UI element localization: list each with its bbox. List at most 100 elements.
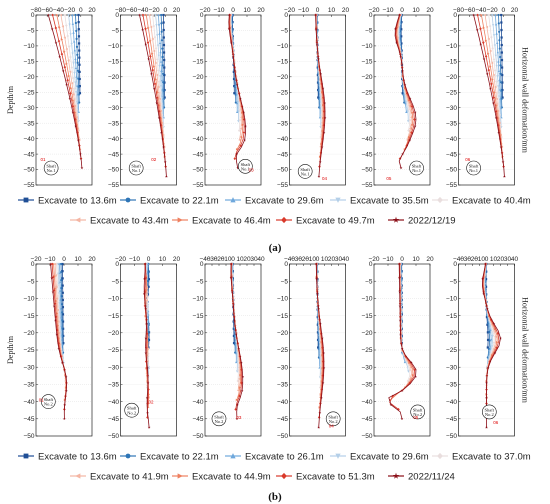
x-tick-label: 0 [316, 256, 320, 263]
data-point [496, 75, 499, 78]
data-point [233, 92, 236, 95]
data-point [238, 118, 242, 122]
y-axis-label: Depth/m [6, 85, 15, 114]
legend-label: 2022/12/19 [408, 215, 456, 226]
shaft-badge-text: No.2 [44, 402, 53, 407]
data-point [60, 295, 63, 298]
data-point [409, 360, 413, 364]
y-tick-label: −10 [277, 43, 288, 50]
data-point [147, 285, 150, 288]
data-point [233, 69, 237, 72]
data-point [317, 307, 321, 310]
y-tick-label: −35 [23, 382, 34, 389]
y-tick-label: −40 [108, 136, 119, 143]
data-point [489, 318, 493, 322]
data-point [78, 63, 81, 66]
data-point [56, 283, 59, 287]
data-point [321, 354, 324, 357]
data-point [155, 101, 159, 105]
y-tick-label: −15 [277, 59, 288, 66]
data-point [403, 360, 407, 364]
inclinometer-label: 01 [39, 398, 45, 403]
data-point [149, 25, 153, 29]
data-point [481, 277, 485, 281]
y-tick-label: −55 [277, 182, 288, 189]
data-point [411, 111, 414, 114]
y-tick-label: −25 [277, 89, 288, 96]
data-point [152, 24, 156, 28]
data-point [321, 86, 325, 90]
data-point [73, 71, 76, 75]
data-point [236, 389, 240, 392]
data-point [401, 152, 405, 156]
data-point [152, 49, 156, 53]
x-tick-label: −30 [291, 256, 302, 263]
data-point [497, 130, 501, 134]
y-tick-label: −5 [27, 278, 35, 285]
y-tick-label: 0 [31, 261, 35, 268]
x-tick-label: 10 [412, 256, 420, 263]
data-point [157, 13, 160, 17]
data-point [147, 425, 151, 429]
legend-label: 2022/11/24 [408, 471, 455, 482]
data-point [75, 100, 79, 104]
y-tick-label: −25 [108, 89, 119, 96]
legend-label: Excavate to 46.4m [192, 215, 271, 226]
data-point [500, 28, 503, 32]
data-point [159, 50, 162, 54]
data-point [235, 110, 239, 113]
series-line [144, 263, 149, 418]
data-point [413, 124, 417, 128]
data-point [237, 120, 240, 123]
y-tick-label: −25 [23, 347, 34, 354]
data-point [155, 73, 159, 77]
figure-caption: (a) [269, 242, 282, 254]
y-tick-label: −30 [192, 364, 203, 371]
data-point [50, 262, 54, 266]
legend-marker [75, 473, 81, 479]
data-point [68, 96, 72, 100]
y-tick-label: −20 [23, 74, 34, 81]
data-point [70, 66, 74, 69]
y-tick-label: −5 [450, 28, 458, 35]
panel-1-4: −20 −10 0 10 200−5−10−15−20−25−30−35−40−45−5… [277, 7, 350, 189]
series-line [155, 14, 164, 128]
y-tick-label: −10 [446, 296, 457, 303]
shaft-badge-text: No.1 [469, 168, 478, 173]
data-point [146, 41, 150, 44]
shaft-badge-text: Shaft [44, 397, 54, 402]
y-tick-label: −10 [361, 296, 372, 303]
shaft-badge [481, 404, 497, 420]
data-point [317, 96, 320, 99]
data-point [227, 27, 231, 31]
x-tick-label: 10 [236, 256, 244, 263]
data-point [151, 37, 154, 41]
data-point [490, 13, 494, 17]
data-point [237, 368, 240, 372]
y-tick-label: −30 [192, 105, 203, 112]
shaft-badge [297, 164, 313, 179]
data-point [480, 13, 483, 17]
data-point [55, 297, 59, 300]
data-point [60, 270, 63, 274]
data-point [487, 13, 491, 17]
data-point [162, 21, 165, 24]
data-point [231, 55, 235, 58]
data-point [67, 74, 71, 78]
series-line [477, 14, 504, 167]
y-tick-label: −5 [196, 28, 204, 35]
data-point [496, 109, 500, 113]
data-point [322, 116, 325, 120]
data-point [157, 22, 161, 26]
data-point [401, 92, 404, 95]
data-point [229, 276, 233, 280]
data-point [66, 34, 70, 38]
data-point [491, 335, 494, 338]
data-point [500, 21, 503, 24]
plot-frame [120, 14, 177, 186]
y-tick-label: −45 [361, 416, 372, 423]
y-tick-label: −10 [361, 43, 372, 50]
y-tick-label: −10 [192, 43, 203, 50]
legend-label: Excavate to 43.4m [90, 215, 169, 226]
y-tick-label: −25 [192, 347, 203, 354]
